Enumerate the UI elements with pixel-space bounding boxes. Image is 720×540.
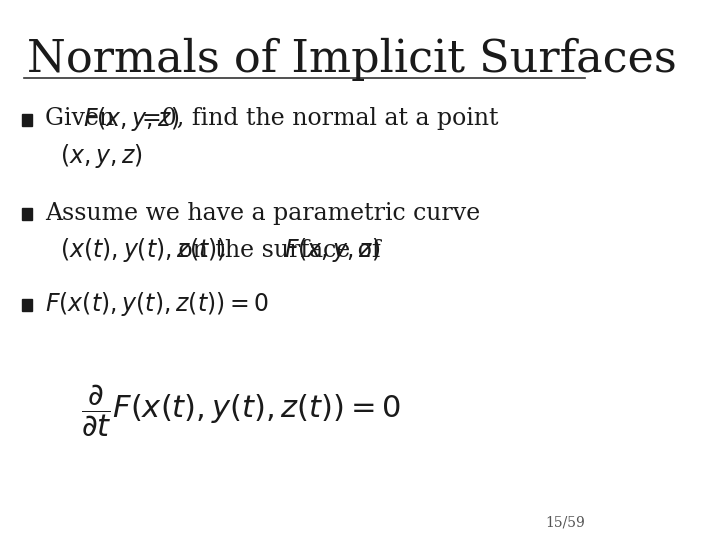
Text: =0, find the normal at a point: =0, find the normal at a point [143,107,499,130]
Text: Assume we have a parametric curve: Assume we have a parametric curve [45,202,480,225]
Text: $F(x(t),y(t),z(t))=0$: $F(x(t),y(t),z(t))=0$ [45,290,269,318]
Text: $(x(t),y(t),z(t))$: $(x(t),y(t),z(t))$ [60,236,226,264]
FancyBboxPatch shape [22,299,32,311]
Text: $\dfrac{\partial}{\partial t} F(x(t), y(t), z(t)) = 0$: $\dfrac{\partial}{\partial t} F(x(t), y(… [81,382,402,438]
FancyBboxPatch shape [22,114,32,126]
Text: on the surface of: on the surface of [171,239,388,261]
Text: Given: Given [45,107,122,130]
FancyBboxPatch shape [22,208,32,220]
Text: Normals of Implicit Surfaces: Normals of Implicit Surfaces [27,38,677,81]
Text: $F(x,y,z)$: $F(x,y,z)$ [84,105,180,133]
Text: $F(x,y,z)$: $F(x,y,z)$ [284,236,381,264]
Text: 15/59: 15/59 [545,515,585,529]
Text: $(x,y,z)$: $(x,y,z)$ [60,141,143,170]
